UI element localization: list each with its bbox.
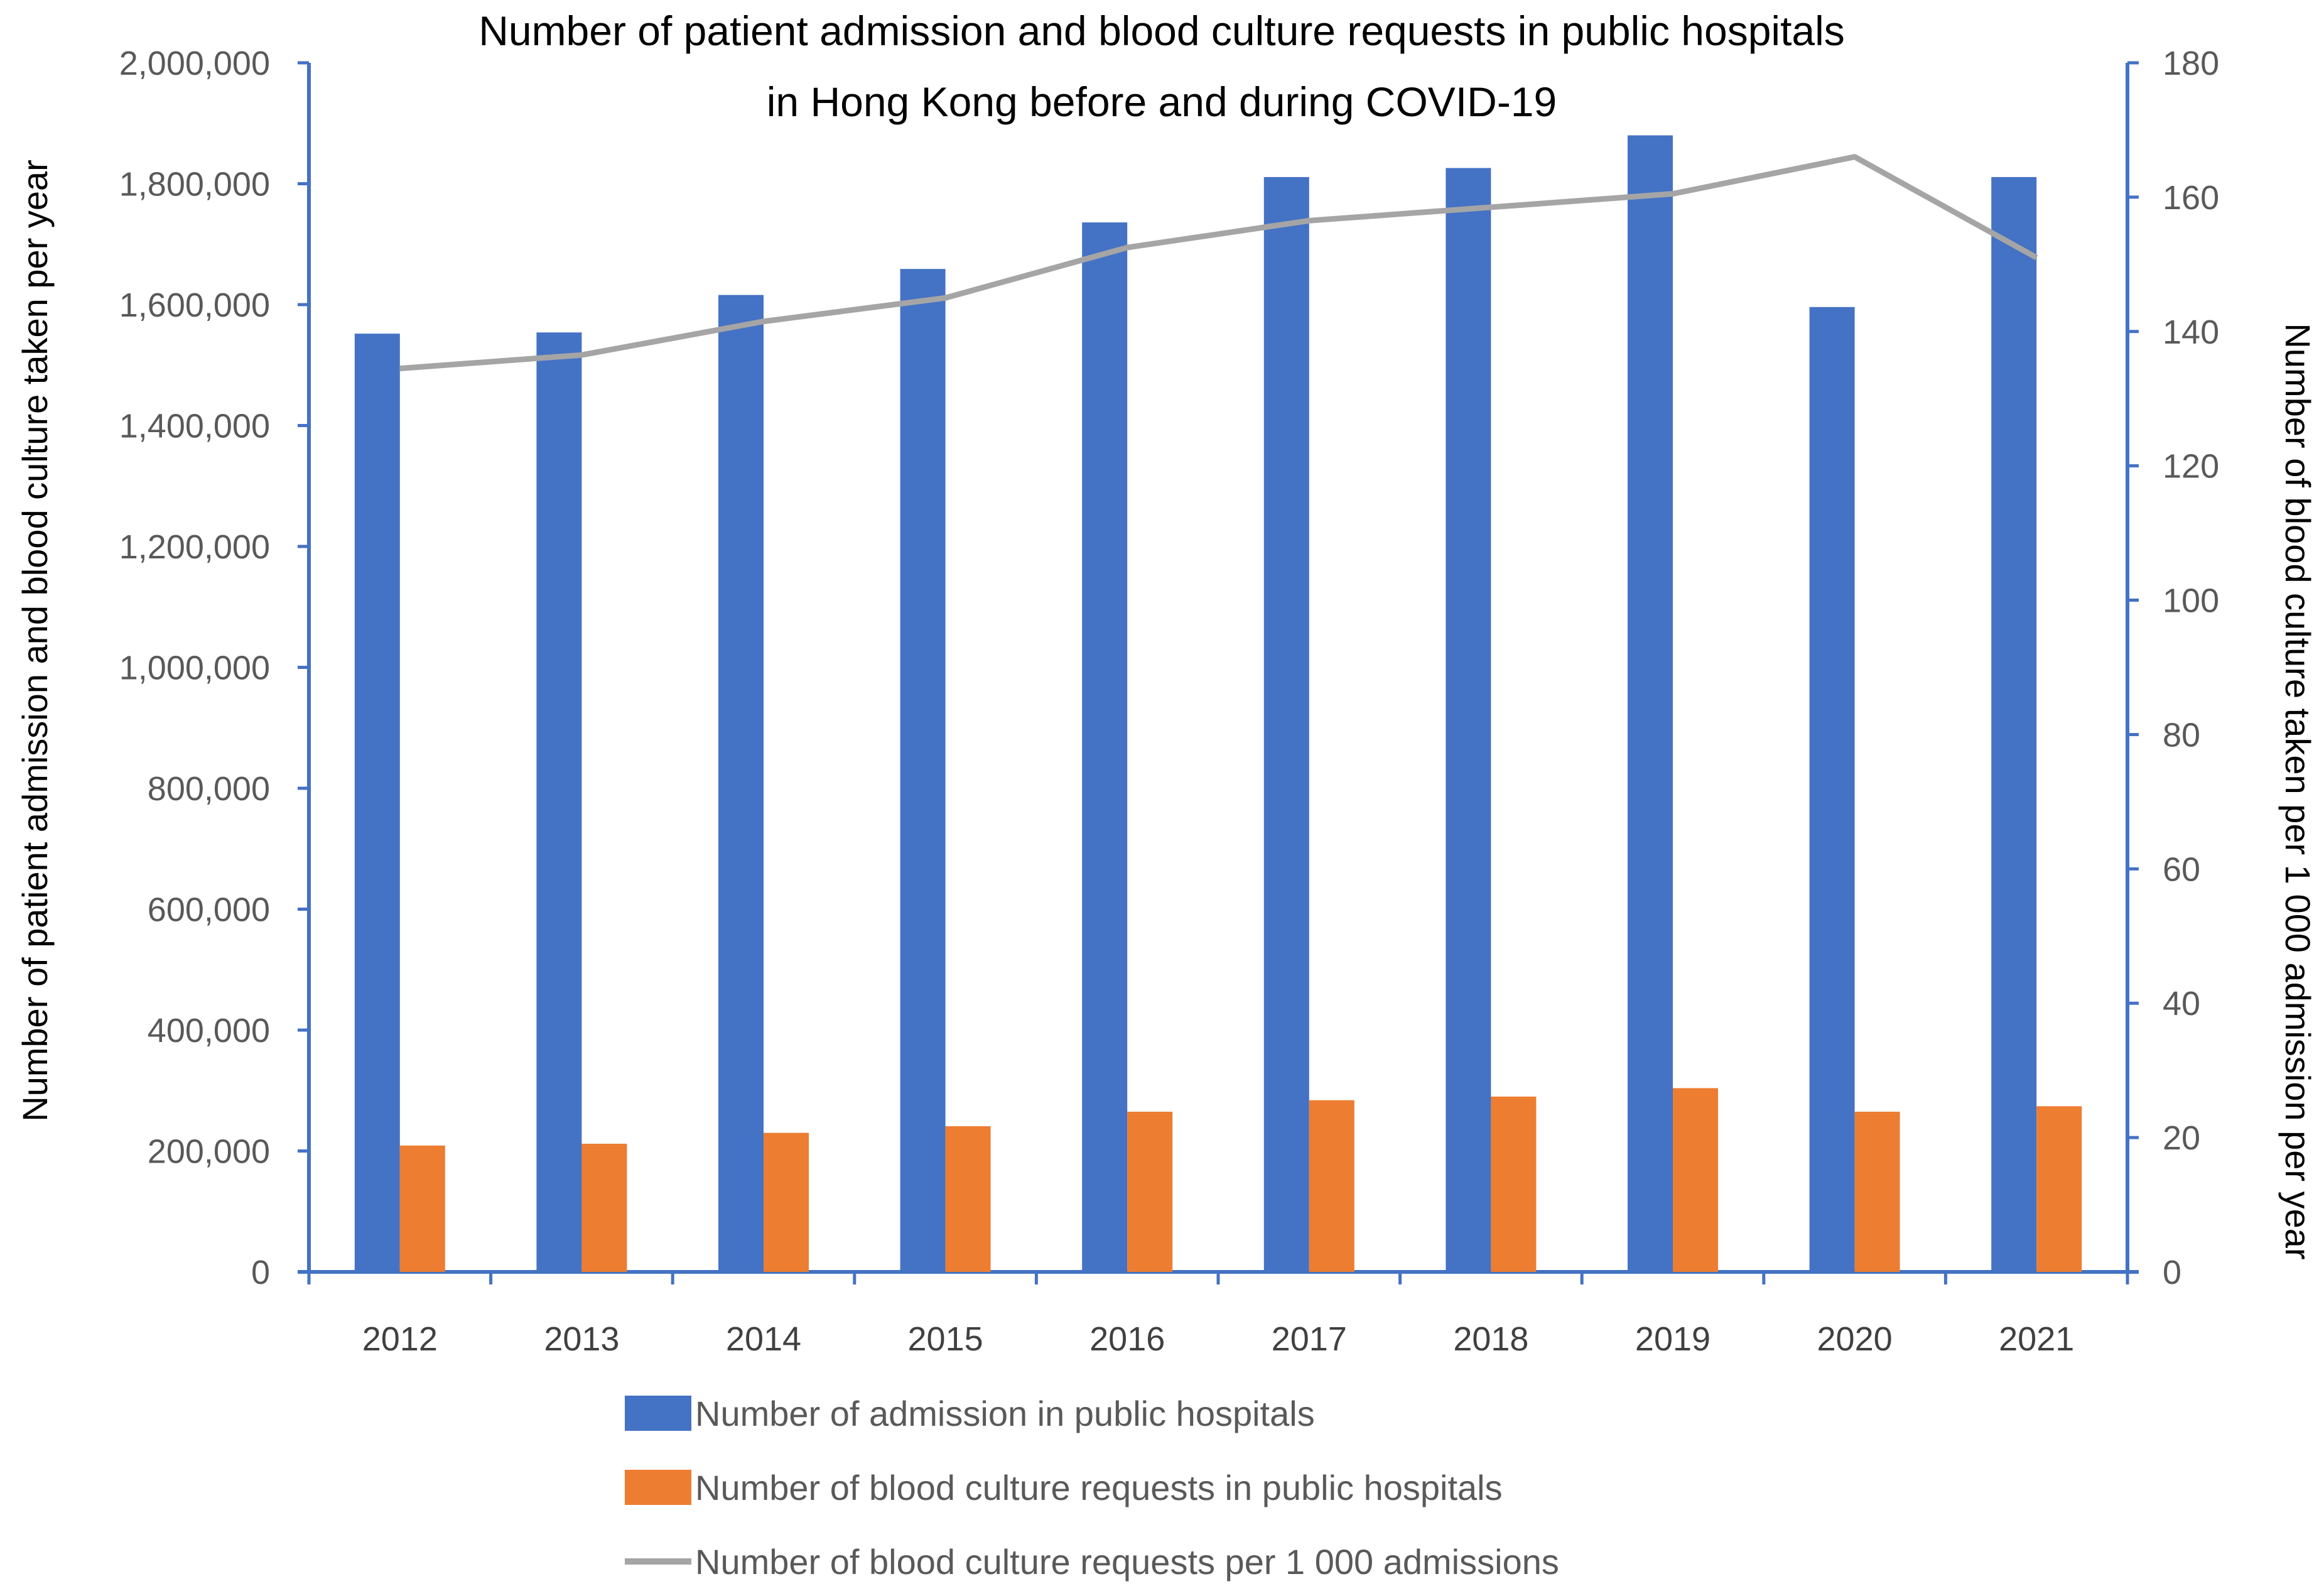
legend-swatch — [625, 1470, 691, 1505]
plot-area: 0 200,000 400,000 600,000 800,000 1,000,000 1,… — [119, 45, 2219, 1358]
x-tick-label: 2021 — [1999, 1320, 2074, 1358]
y-tick-label-left: 1,200,000 — [119, 528, 270, 566]
y-tick-label-left: 1,400,000 — [119, 408, 270, 445]
y-tick-label-left: 1,000,000 — [119, 649, 270, 687]
rate-point — [399, 367, 401, 369]
admission-bar — [1809, 307, 1855, 1273]
y-tick-label-right: 40 — [2163, 985, 2200, 1023]
blood-culture-bar — [1854, 1111, 1900, 1272]
x-tick-label: 2019 — [1635, 1320, 1711, 1358]
x-tick-label: 2014 — [726, 1320, 801, 1358]
rate-point — [944, 297, 946, 299]
y-tick-label-left: 800,000 — [148, 770, 270, 808]
blood-culture-bar — [581, 1143, 627, 1272]
rate-point — [1672, 193, 1673, 195]
admission-bar — [1991, 176, 2037, 1273]
y-tick-label-left: 600,000 — [148, 891, 270, 929]
x-tick-label: 2015 — [908, 1320, 983, 1358]
x-tick-label: 2012 — [362, 1320, 438, 1358]
y-tick-label-right: 0 — [2163, 1254, 2181, 1291]
admission-bar — [354, 334, 400, 1273]
x-tick-label: 2017 — [1272, 1320, 1347, 1358]
legend-label: Number of blood culture requests in publ… — [695, 1468, 1503, 1507]
blood-culture-bar — [945, 1126, 991, 1272]
rate-point — [1308, 220, 1310, 222]
y-tick-label-right: 80 — [2163, 716, 2200, 754]
legend-label: Number of admission in public hospitals — [695, 1394, 1315, 1433]
admission-bar — [536, 332, 582, 1272]
blood-culture-bar — [1491, 1096, 1537, 1272]
admission-bar — [900, 269, 946, 1272]
admission-bar — [1263, 176, 1309, 1273]
y-tick-label-right: 140 — [2163, 313, 2219, 351]
legend: Number of admission in public hospitals N… — [625, 1394, 1559, 1582]
rate-per-1000-line — [399, 154, 2038, 372]
rate-point — [581, 354, 583, 356]
y-axis-title-right: Number of blood culture taken per 1 000 … — [2278, 323, 2318, 1259]
y-tick-label-right: 60 — [2163, 850, 2200, 888]
rate-point — [2036, 257, 2038, 259]
admission-bar — [718, 295, 764, 1273]
chart-title-line2: in Hong Kong before and during COVID-19 — [767, 79, 1557, 125]
blood-culture-bar — [1673, 1088, 1718, 1272]
y-tick-label-left: 0 — [251, 1254, 270, 1291]
legend-label: Number of blood culture requests per 1 0… — [695, 1542, 1559, 1582]
blood-culture-bar — [1127, 1111, 1173, 1272]
rate-point — [1854, 156, 1856, 158]
y-tick-label-left: 200,000 — [148, 1133, 270, 1171]
y-tick-label-right: 120 — [2163, 448, 2219, 486]
rate-point — [1490, 206, 1492, 208]
y-tick-label-right: 180 — [2163, 45, 2219, 82]
x-tick-label: 2018 — [1453, 1320, 1528, 1358]
rate-point — [763, 320, 764, 322]
blood-culture-bar — [2036, 1106, 2082, 1272]
admission-bar — [1628, 135, 1673, 1272]
y-tick-label-left: 2,000,000 — [119, 45, 270, 82]
x-tick-label: 2020 — [1817, 1320, 1893, 1358]
legend-swatch — [625, 1396, 691, 1431]
chart-title: Number of patient admission and blood cu… — [478, 8, 1845, 54]
blood-culture-bar — [399, 1145, 445, 1272]
admission-bar — [1446, 168, 1491, 1273]
admission-bar — [1082, 222, 1128, 1273]
y-tick-label-right: 20 — [2163, 1119, 2200, 1157]
blood-culture-bar — [1309, 1100, 1354, 1272]
y-tick-label-left: 1,800,000 — [119, 166, 270, 204]
x-tick-label: 2013 — [544, 1320, 619, 1358]
rate-point — [1127, 247, 1128, 249]
y-tick-label-left: 1,600,000 — [119, 286, 270, 324]
x-tick-label: 2016 — [1089, 1320, 1165, 1358]
y-tick-label-right: 100 — [2163, 582, 2219, 620]
y-axis-title-left: Number of patient admission and blood cu… — [15, 160, 55, 1122]
blood-culture-bar — [764, 1132, 809, 1272]
y-tick-label-left: 400,000 — [148, 1012, 270, 1050]
y-tick-label-right: 160 — [2163, 179, 2219, 217]
